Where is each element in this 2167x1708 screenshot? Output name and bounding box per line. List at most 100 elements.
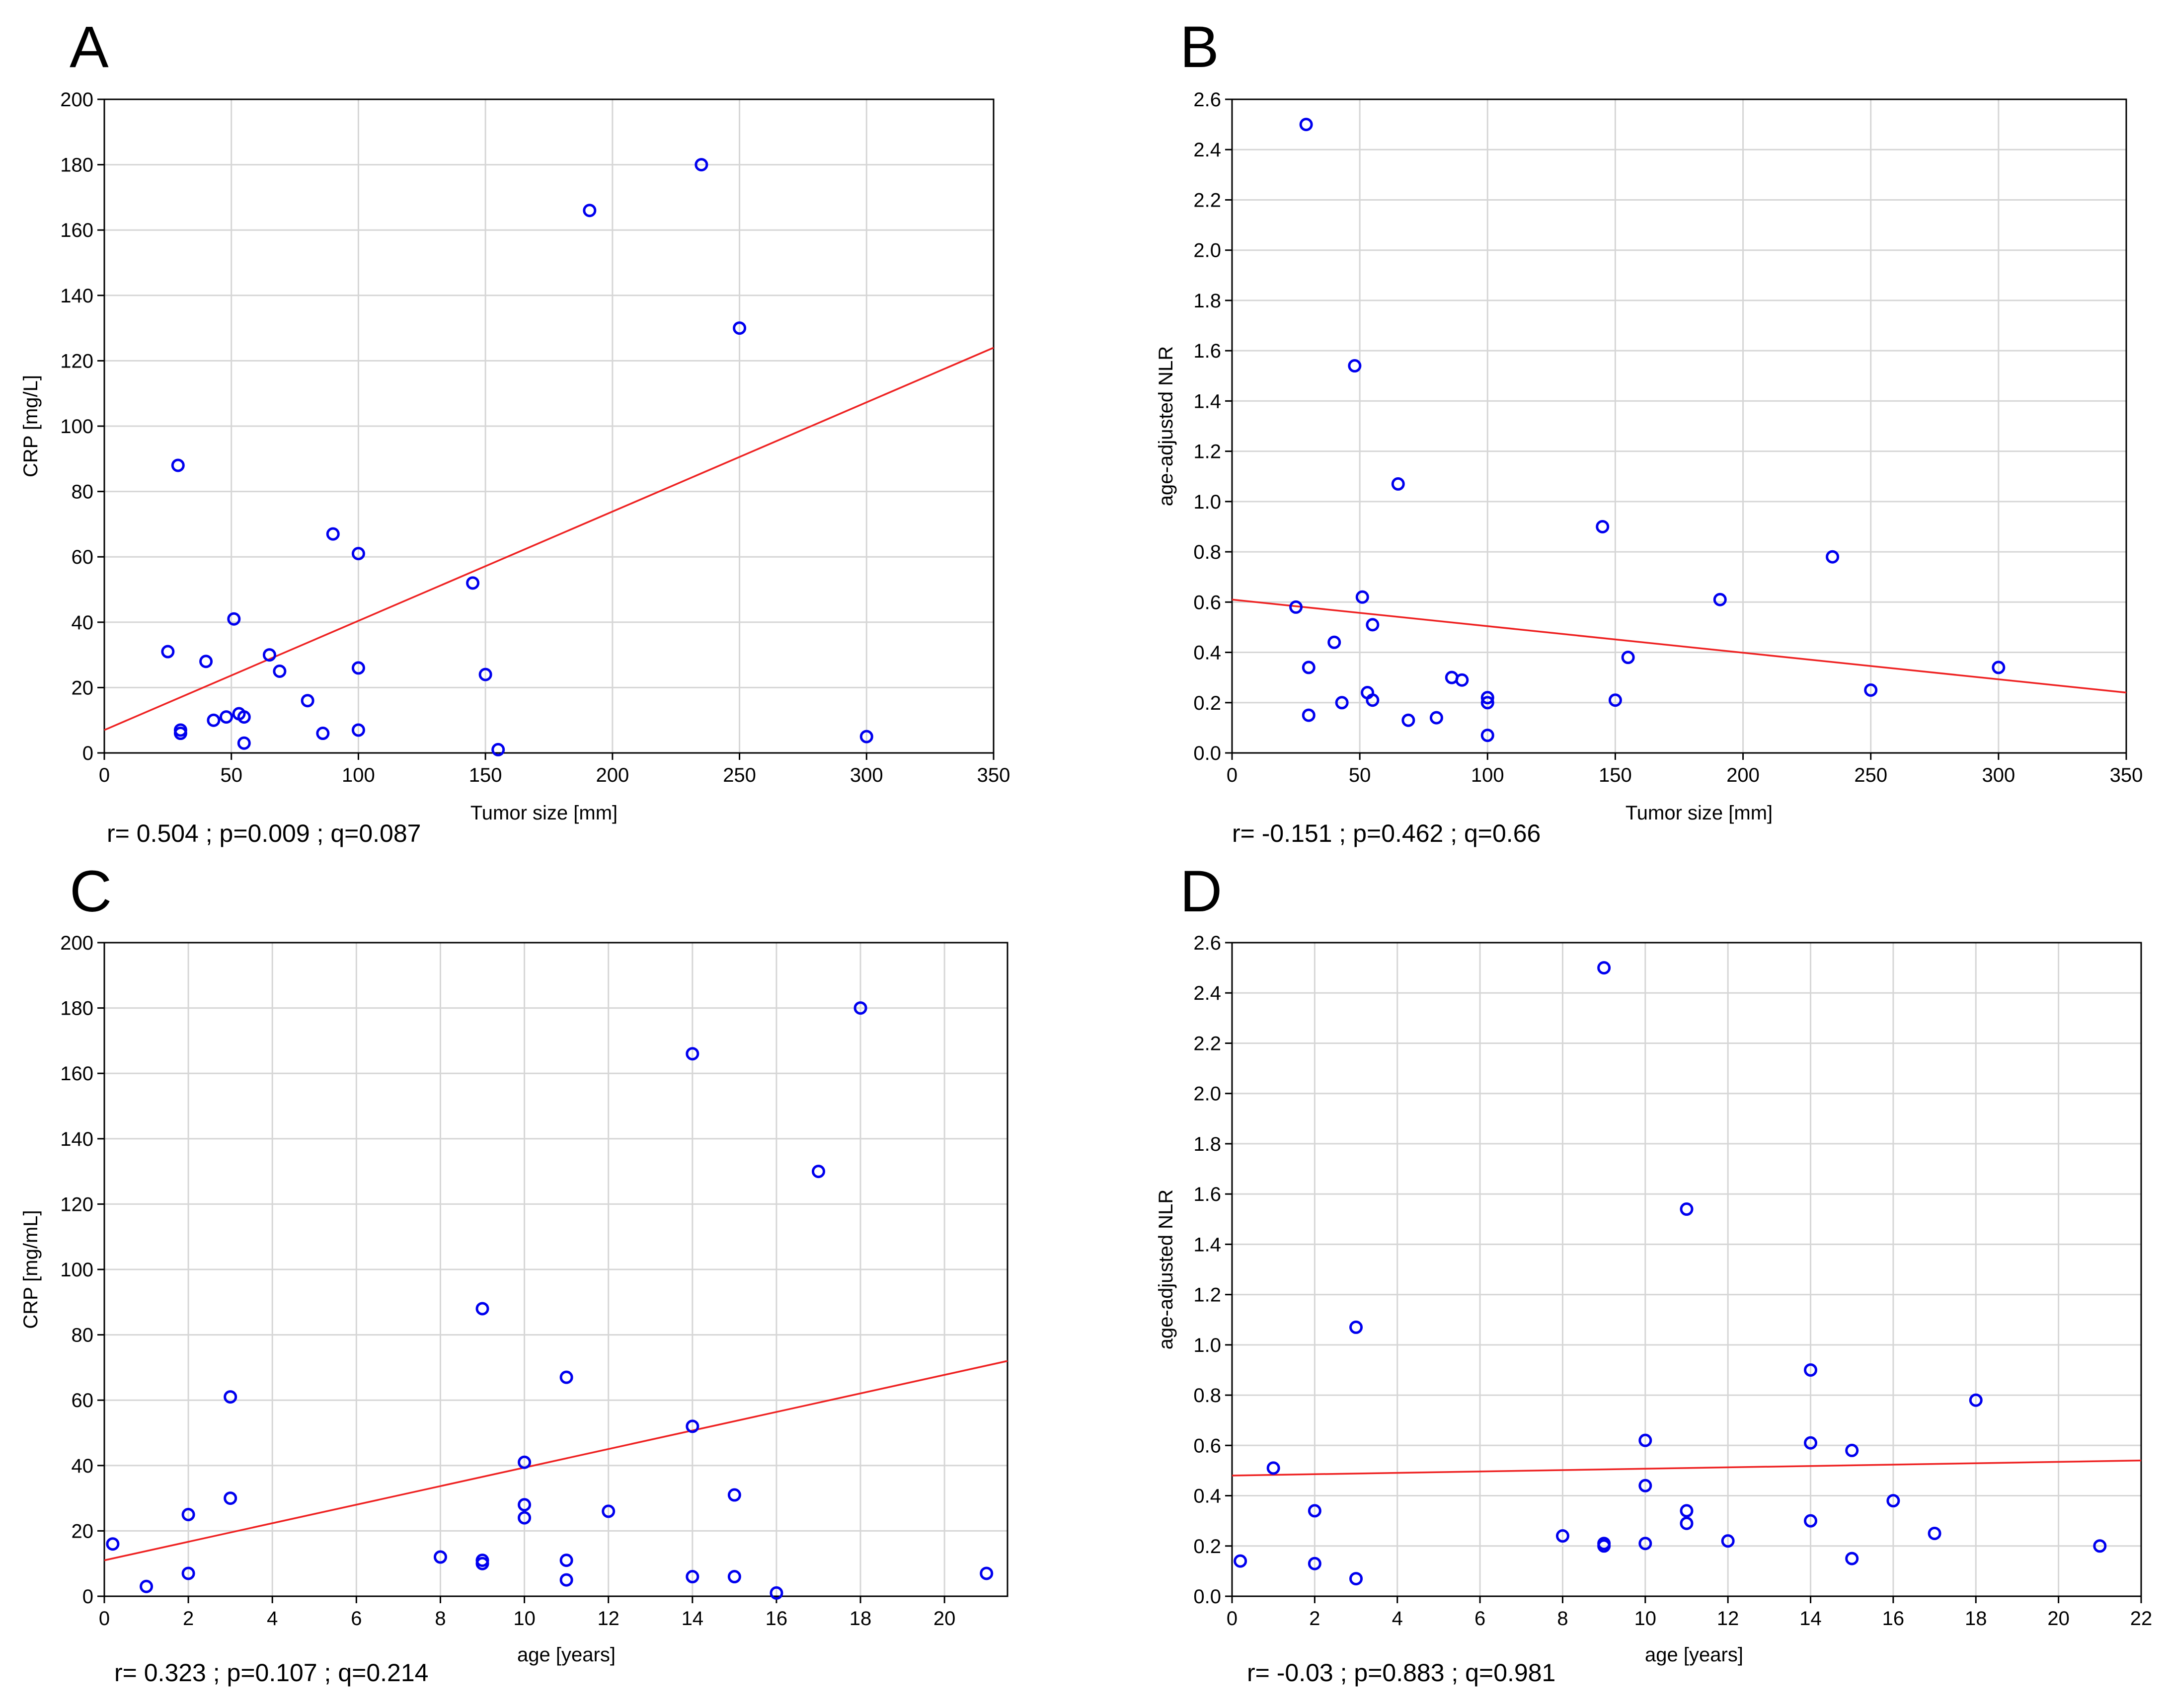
y-tick-label: 180 (60, 998, 93, 1020)
x-tick-label: 10 (513, 1608, 536, 1630)
x-axis-title: Tumor size [mm] (470, 802, 618, 824)
data-point (1680, 1516, 1694, 1530)
x-tick-label: 18 (1965, 1608, 1987, 1630)
y-axis-title: age-adjusted NLR (1155, 1189, 1177, 1349)
data-point (727, 1488, 741, 1502)
y-tick-label: 120 (60, 1193, 93, 1215)
x-tick-label: 16 (1882, 1608, 1905, 1630)
x-axis-title: age [years] (517, 1644, 616, 1666)
data-point (433, 1550, 447, 1564)
data-point (466, 576, 480, 590)
x-tick-label: 100 (342, 764, 375, 786)
y-tick-label: 0.2 (1193, 1536, 1221, 1558)
data-point (1302, 708, 1316, 722)
data-point (326, 527, 340, 541)
y-tick-label: 180 (60, 154, 93, 176)
x-tick-label: 200 (596, 764, 629, 786)
x-tick-label: 150 (469, 764, 502, 786)
y-tick-label: 2.2 (1193, 189, 1221, 211)
data-point (733, 321, 747, 335)
y-tick-label: 2.2 (1193, 1033, 1221, 1054)
data-point (173, 727, 187, 741)
data-point (695, 158, 708, 172)
x-tick-label: 0 (1227, 764, 1238, 786)
data-point (1886, 1494, 1900, 1508)
data-point (853, 1001, 867, 1015)
y-tick-label: 0 (82, 743, 93, 764)
data-point (475, 1302, 489, 1316)
y-tick-label: 140 (60, 285, 93, 307)
y-tick-label: 40 (72, 612, 94, 634)
data-point (1597, 961, 1611, 975)
x-tick-label: 200 (1726, 764, 1760, 786)
data-point (181, 1508, 195, 1521)
y-tick-label: 1.6 (1193, 1184, 1221, 1205)
stats-annotation: r= 0.504 ; p=0.009 ; q=0.087 (107, 819, 421, 847)
x-tick-label: 10 (1634, 1608, 1657, 1630)
y-tick-label: 60 (72, 1390, 94, 1411)
data-point (219, 710, 233, 724)
stats-annotation: r= -0.03 ; p=0.883 ; q=0.981 (1247, 1659, 1555, 1687)
data-point (1302, 661, 1316, 674)
y-tick-label: 0.6 (1193, 1435, 1221, 1457)
x-tick-label: 350 (977, 764, 1010, 786)
y-tick-label: 2.6 (1193, 89, 1221, 111)
panel-letter: D (1180, 859, 1222, 924)
data-point (1401, 713, 1415, 727)
y-tick-label: 0.4 (1193, 1485, 1221, 1507)
y-tick-label: 60 (72, 546, 94, 568)
x-tick-label: 0 (1227, 1608, 1238, 1630)
x-tick-label: 300 (850, 764, 883, 786)
data-point (1234, 1554, 1247, 1568)
x-tick-label: 14 (1799, 1608, 1822, 1630)
y-tick-label: 160 (60, 1063, 93, 1085)
x-tick-label: 20 (933, 1608, 956, 1630)
y-tick-label: 1.6 (1193, 340, 1221, 362)
data-point (475, 1557, 489, 1570)
data-point (559, 1370, 573, 1384)
x-tick-label: 0 (99, 1608, 110, 1630)
data-point (1638, 1433, 1652, 1447)
y-tick-label: 200 (60, 89, 93, 111)
chart-panel-c: 0 2 4 6 8 10 12 14 16 18 2002040608010012014016018… (20, 859, 1008, 1687)
data-point (1845, 1443, 1859, 1457)
plot-frame (1231, 98, 2127, 754)
data-point (2093, 1539, 2107, 1553)
data-point (583, 204, 597, 218)
x-tick-label: 4 (267, 1608, 278, 1630)
regression-line (104, 347, 994, 731)
y-tick-label: 1.4 (1193, 1234, 1221, 1256)
data-point (478, 668, 492, 681)
plot-frame (1231, 942, 2142, 1597)
x-tick-label: 2 (183, 1608, 194, 1630)
data-point (1597, 1539, 1611, 1553)
x-tick-label: 250 (1854, 764, 1887, 786)
data-point (1327, 635, 1341, 649)
data-point (1480, 691, 1494, 705)
x-tick-label: 8 (435, 1608, 446, 1630)
data-point (727, 1570, 741, 1584)
y-tick-label: 200 (60, 932, 93, 954)
data-point (1366, 618, 1380, 632)
y-tick-label: 2.4 (1193, 982, 1221, 1004)
y-tick-label: 1.8 (1193, 290, 1221, 312)
data-point (227, 612, 241, 626)
data-point (1680, 1504, 1694, 1518)
data-point (686, 1419, 699, 1433)
chart-panel-a: 0 50 100 150 200 250 300 350 0 20 40 60 80 100 120 140 1… (20, 14, 1010, 847)
x-tick-label: 6 (351, 1608, 362, 1630)
y-tick-label: 40 (72, 1455, 94, 1477)
data-point (140, 1579, 154, 1593)
data-point (1555, 1529, 1569, 1543)
x-tick-label: 50 (1349, 764, 1371, 786)
y-axis-title: CRP [mg/L] (20, 375, 42, 477)
data-point (1355, 590, 1369, 604)
data-point (1480, 729, 1494, 743)
panel-letter: C (70, 859, 112, 924)
data-point (199, 655, 213, 668)
y-tick-label: 20 (72, 677, 94, 699)
data-point (224, 1390, 237, 1404)
data-point (273, 665, 287, 678)
data-point (1713, 593, 1727, 606)
